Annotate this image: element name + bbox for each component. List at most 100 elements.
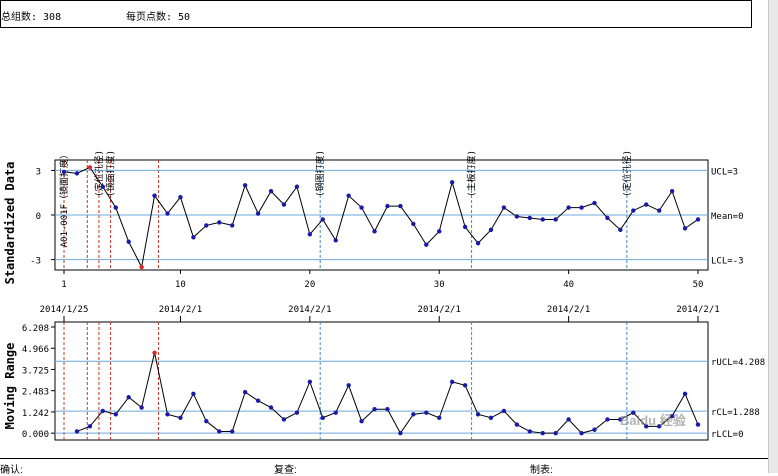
mr-ytick-label: 2.483 xyxy=(22,388,49,398)
mr-ytick-label: 6.208 xyxy=(22,324,49,334)
mr-point xyxy=(695,422,701,427)
mr-point xyxy=(74,429,80,434)
std-point xyxy=(113,205,118,210)
mr-ytick-label: 0.000 xyxy=(22,430,49,440)
std-point xyxy=(255,211,261,216)
mr-point xyxy=(204,418,209,424)
std-axis-title: Standardized Data xyxy=(3,162,17,285)
mr-ytick-label: 3.725 xyxy=(22,366,49,376)
std-point xyxy=(644,202,649,207)
mr-point xyxy=(242,389,248,395)
std-point xyxy=(100,184,106,189)
std-point xyxy=(346,193,351,198)
std-point xyxy=(294,184,300,189)
std-point xyxy=(682,226,688,231)
std-limit-label: Mean=0 xyxy=(711,212,744,222)
date-label: 2014/2/1 xyxy=(418,305,461,315)
mr-point xyxy=(268,405,274,410)
std-point xyxy=(566,205,571,210)
std-point xyxy=(462,224,468,230)
std-xtick-label: 30 xyxy=(434,280,445,290)
mr-ytick-label: 4.966 xyxy=(22,345,49,355)
mr-point xyxy=(294,410,300,415)
std-point xyxy=(372,229,377,234)
mr-point xyxy=(333,410,338,415)
std-point xyxy=(242,183,248,188)
total-groups-label: 总组数: 308 xyxy=(1,12,62,23)
control-chart: A01-001F（镜面打度） (定位孔径) (镜面打度) (钢图打度) (主板打度) (定… xyxy=(3,150,765,441)
watermark-logo: Baidu 经验 xyxy=(620,413,686,428)
scrollbar-strip[interactable] xyxy=(768,0,778,473)
std-point xyxy=(217,220,222,225)
mr-point xyxy=(87,424,93,429)
confirm-label: 确认: xyxy=(0,465,23,476)
std-point xyxy=(398,203,403,209)
std-point xyxy=(579,205,584,210)
mr-point xyxy=(178,415,183,420)
mr-point xyxy=(398,430,403,436)
std-limit-label: UCL=3 xyxy=(711,167,738,177)
std-point xyxy=(592,200,597,206)
mr-point xyxy=(682,391,688,397)
std-point xyxy=(165,211,170,216)
std-point xyxy=(281,202,287,207)
std-point xyxy=(437,229,442,234)
std-point xyxy=(307,232,313,237)
review-label: 复查: xyxy=(274,465,297,476)
std-ytick-label: 3 xyxy=(36,167,41,177)
mr-point xyxy=(566,417,571,422)
std-point xyxy=(540,217,545,222)
date-label: 2014/2/1 xyxy=(676,305,719,315)
mr-point xyxy=(424,410,429,415)
prepared-label: 制表: xyxy=(530,465,553,476)
mr-point xyxy=(372,407,377,412)
std-point xyxy=(411,221,416,227)
date-label: 2014/2/1 xyxy=(547,305,590,315)
std-point xyxy=(385,203,390,209)
std-point xyxy=(268,189,274,194)
std-point xyxy=(618,227,623,233)
std-point xyxy=(475,241,481,246)
date-label: 2014/2/1 xyxy=(159,305,202,315)
std-limit-label: LCL=-3 xyxy=(711,257,744,267)
std-point xyxy=(74,171,80,176)
std-xtick-label: 1 xyxy=(61,280,66,290)
std-point xyxy=(656,208,662,213)
std-xtick-label: 50 xyxy=(693,280,704,290)
mr-point xyxy=(527,429,532,434)
std-series-line xyxy=(63,166,699,269)
mr-point xyxy=(631,410,636,415)
mr-ytick-label: 1.242 xyxy=(22,409,49,419)
mr-point xyxy=(605,417,610,422)
mr-limit-label: rLCL=0 xyxy=(711,430,744,440)
mr-point xyxy=(553,430,558,436)
std-point xyxy=(87,165,93,170)
std-point xyxy=(359,205,364,210)
mr-limit-label: rCL=1.288 xyxy=(711,408,760,418)
std-point xyxy=(320,217,325,222)
mr-point xyxy=(514,422,520,427)
mr-point xyxy=(217,429,222,434)
mr-point xyxy=(281,417,287,422)
std-point xyxy=(488,227,494,233)
std-point xyxy=(631,208,636,213)
mr-axis-title: Moving Range xyxy=(3,343,17,430)
mr-series-line xyxy=(76,352,699,435)
mr-point xyxy=(618,417,623,422)
std-xtick-label: 10 xyxy=(175,280,186,290)
std-point xyxy=(230,223,235,228)
mr-point xyxy=(592,427,597,432)
mr-point xyxy=(437,415,442,420)
std-point xyxy=(553,217,558,222)
mr-point xyxy=(475,412,481,417)
mr-point xyxy=(320,415,325,420)
mr-limit-label: rUCL=4.208 xyxy=(711,358,765,368)
mr-point xyxy=(126,395,131,400)
mr-point xyxy=(113,412,118,417)
mr-point xyxy=(411,412,416,417)
std-point xyxy=(191,235,196,240)
date-label: 2014/2/1 xyxy=(288,305,331,315)
std-point xyxy=(527,215,532,221)
mr-point xyxy=(449,379,455,385)
std-point xyxy=(139,264,144,270)
